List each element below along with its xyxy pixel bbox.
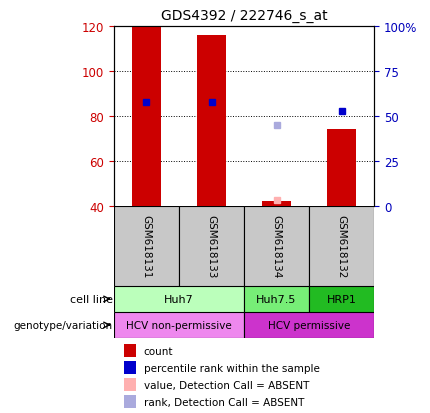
Bar: [244, 312, 374, 338]
Bar: [114, 312, 244, 338]
Text: HCV permissive: HCV permissive: [268, 320, 350, 330]
Bar: [244, 206, 309, 286]
Text: Huh7.5: Huh7.5: [256, 294, 297, 304]
Text: HCV non-permissive: HCV non-permissive: [126, 320, 232, 330]
Bar: [114, 286, 244, 312]
Bar: [309, 286, 374, 312]
Text: genotype/variation: genotype/variation: [13, 320, 113, 330]
Bar: [244, 286, 309, 312]
Bar: [309, 206, 374, 286]
Bar: [114, 206, 179, 286]
Bar: [197, 36, 226, 206]
Bar: [262, 202, 291, 206]
Text: HRP1: HRP1: [327, 294, 356, 304]
Text: count: count: [144, 346, 173, 356]
Bar: [327, 130, 356, 206]
Text: value, Detection Call = ABSENT: value, Detection Call = ABSENT: [144, 380, 309, 390]
Text: GSM618133: GSM618133: [206, 214, 217, 278]
Text: GSM618134: GSM618134: [271, 214, 282, 278]
Bar: [132, 27, 161, 206]
Bar: [124, 378, 136, 391]
Text: cell line: cell line: [70, 294, 113, 304]
Bar: [124, 344, 136, 357]
Text: GSM618132: GSM618132: [337, 214, 347, 278]
Text: percentile rank within the sample: percentile rank within the sample: [144, 363, 320, 373]
Title: GDS4392 / 222746_s_at: GDS4392 / 222746_s_at: [161, 9, 327, 23]
Text: GSM618131: GSM618131: [141, 214, 151, 278]
Bar: [124, 361, 136, 374]
Bar: [124, 395, 136, 408]
Bar: [179, 206, 244, 286]
Text: rank, Detection Call = ABSENT: rank, Detection Call = ABSENT: [144, 397, 304, 407]
Text: Huh7: Huh7: [164, 294, 194, 304]
